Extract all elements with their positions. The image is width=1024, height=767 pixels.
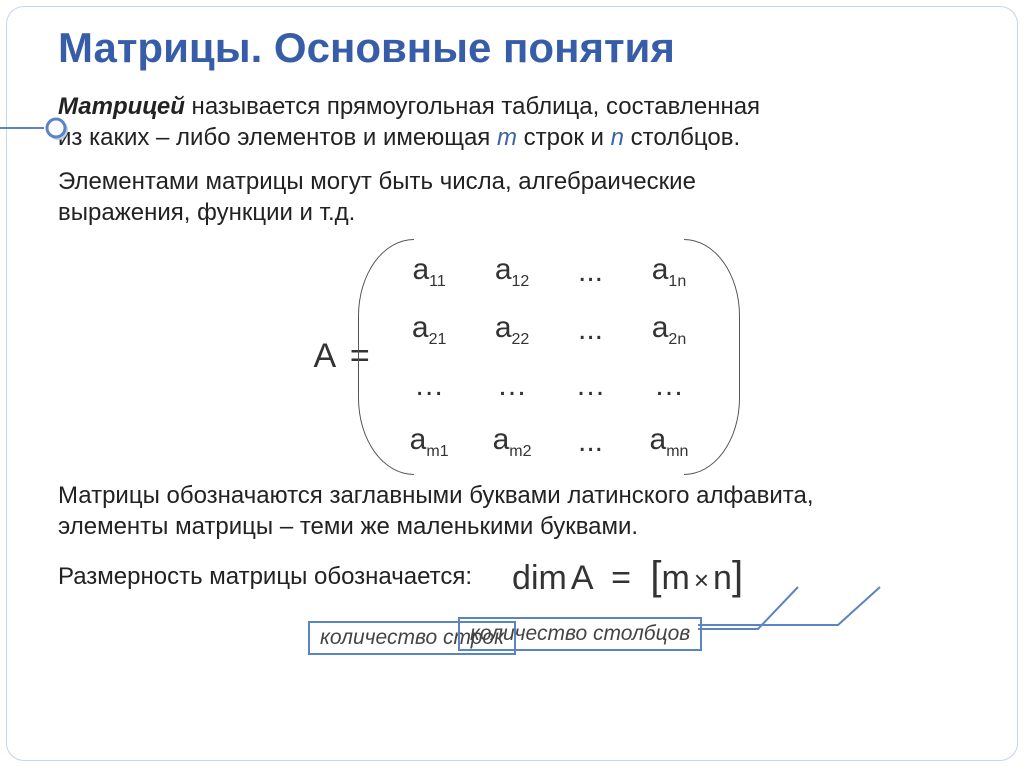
right-paren-icon <box>684 239 740 475</box>
matrix-body: a11a12...a1na21a22...a2n…………am1am2...amn <box>388 243 711 471</box>
matrix-cell: ... <box>554 413 628 471</box>
n-var: n <box>611 124 624 151</box>
term-matrix: Матрицей <box>58 93 185 120</box>
matrix-cell: … <box>554 359 628 413</box>
matrix-cell: … <box>471 359 554 413</box>
left-paren-icon <box>358 239 414 475</box>
matrix-cell: ... <box>554 243 628 301</box>
slide-content: Матрицы. Основные понятия Матрицей назыв… <box>0 0 1024 767</box>
matrix-cell: a22 <box>471 301 554 359</box>
matrix-cell: ... <box>554 301 628 359</box>
callout-cols: количество столбцов <box>458 617 702 651</box>
m-var: m <box>497 124 517 151</box>
bullet-line <box>0 127 44 129</box>
callouts: количество строк количество столбцов <box>58 605 966 675</box>
matrix-equation: A = a11a12...a1na21a22...a2n…………am1am2..… <box>58 243 966 471</box>
matrix-grid: a11a12...a1na21a22...a2n…………am1am2...amn <box>388 243 711 471</box>
matrix-cell: a12 <box>471 243 554 301</box>
body: Матрицей называется прямоугольная таблиц… <box>58 92 966 675</box>
slide-title: Матрицы. Основные понятия <box>58 24 966 72</box>
definition-paragraph: Матрицей называется прямоугольная таблиц… <box>58 92 966 153</box>
elements-paragraph: Элементами матрицы могут быть числа, алг… <box>58 167 966 228</box>
title-bullet-decoration <box>0 116 68 140</box>
notation-paragraph: Матрицы обозначаются заглавными буквами … <box>58 481 966 542</box>
matrix-cell: am2 <box>471 413 554 471</box>
bullet-ring-icon <box>44 116 68 140</box>
